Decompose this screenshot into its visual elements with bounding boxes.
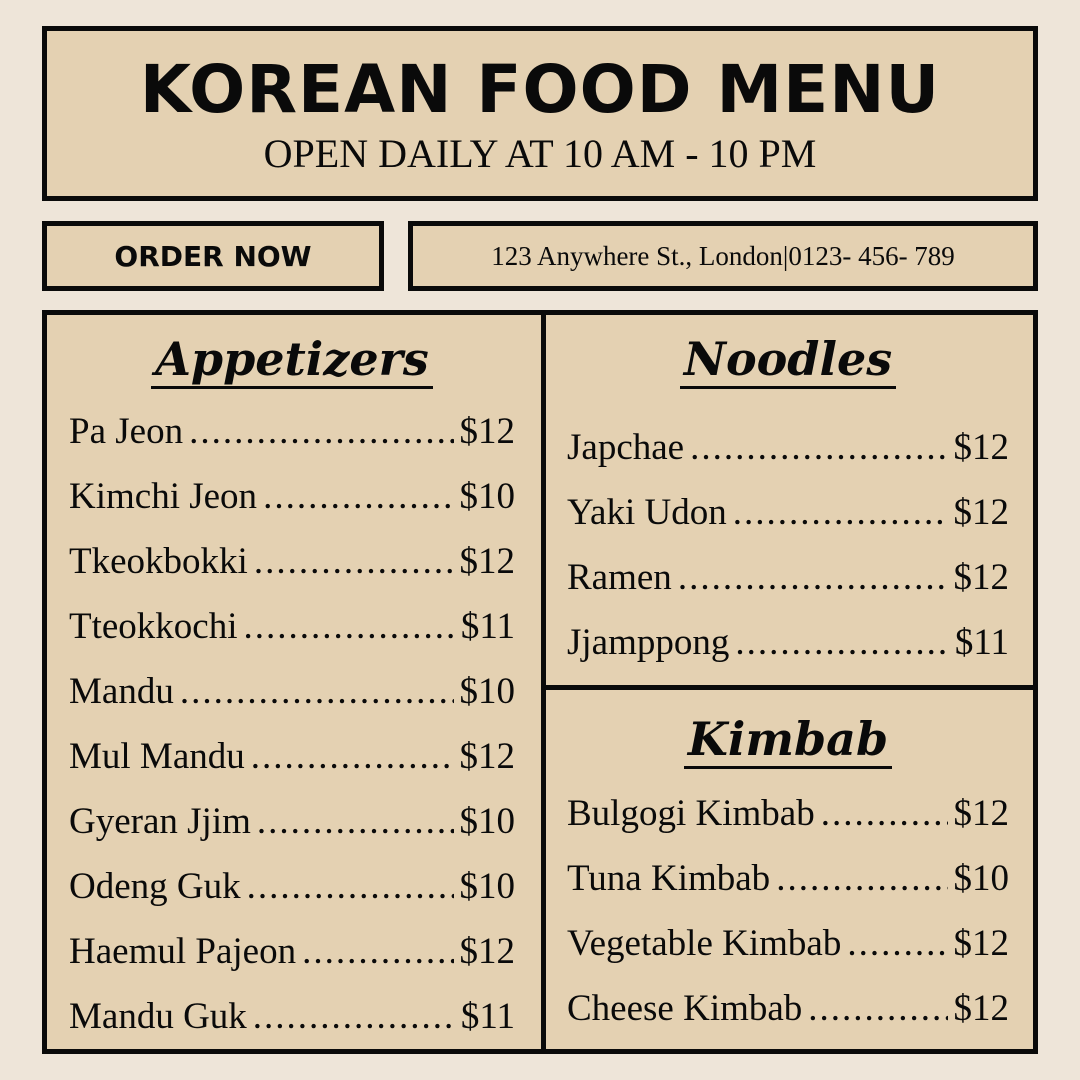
menu-item: Mandu $10 [69, 659, 515, 724]
item-name: Mul Mandu [69, 736, 245, 777]
dot-leader [847, 911, 947, 976]
item-price: $10 [953, 858, 1010, 899]
menu-item: Tteokkochi $11 [69, 594, 515, 659]
item-price: $12 [459, 411, 516, 452]
item-price: $12 [953, 492, 1010, 533]
item-name: Ramen [567, 557, 672, 598]
phone: 0123- 456- 789 [788, 240, 955, 271]
menu-item: Mandu Guk $11 [69, 984, 515, 1049]
dot-leader [776, 846, 947, 911]
item-price: $12 [953, 427, 1010, 468]
menu-body: Appetizers Pa Jeon $12 Kimchi Jeon $10 Tkeok… [42, 310, 1038, 1054]
section-noodles: Noodles Japchae $12 Yaki Udon $12 Ramen $12 Jj… [567, 327, 1009, 675]
menu-item: Kimchi Jeon $10 [69, 464, 515, 529]
dot-leader [251, 724, 454, 789]
section-title: Noodles [567, 327, 1009, 391]
menu-item: Ramen $12 [567, 545, 1009, 610]
item-price: $12 [953, 557, 1010, 598]
dot-leader [733, 480, 948, 545]
dot-leader [690, 415, 947, 480]
menu-item: Tkeokbokki $12 [69, 529, 515, 594]
item-name: Odeng Guk [69, 866, 241, 907]
menu-item: Gyeran Jjim $10 [69, 789, 515, 854]
dot-leader [735, 610, 948, 675]
menu-item: Tuna Kimbab $10 [567, 846, 1009, 911]
item-name: Bulgogi Kimbab [567, 793, 815, 834]
item-name: Kimchi Jeon [69, 476, 258, 517]
item-name: Pa Jeon [69, 411, 184, 452]
order-now-button[interactable]: ORDER NOW [42, 221, 384, 291]
dot-leader [302, 919, 453, 984]
menu-item: Odeng Guk $10 [69, 854, 515, 919]
item-name: Cheese Kimbab [567, 988, 803, 1029]
section-appetizers: Appetizers Pa Jeon $12 Kimchi Jeon $10 Tkeok… [69, 327, 515, 1049]
item-name: Yaki Udon [567, 492, 727, 533]
dot-leader [263, 464, 453, 529]
item-price: $12 [459, 736, 516, 777]
item-price: $10 [459, 671, 516, 712]
menu-item: Mul Mandu $12 [69, 724, 515, 789]
section-divider [546, 685, 1038, 690]
section-title: Kimbab [567, 707, 1009, 771]
item-name: Gyeran Jjim [69, 801, 251, 842]
item-price: $12 [953, 923, 1010, 964]
item-name: Haemul Pajeon [69, 931, 297, 972]
item-name: Tuna Kimbab [567, 858, 771, 899]
menu-item: Jjamppong $11 [567, 610, 1009, 675]
menu-item: Vegetable Kimbab $12 [567, 911, 1009, 976]
contact-info: 123 Anywhere St., London | 0123- 456- 78… [408, 221, 1038, 291]
dot-leader [678, 545, 948, 610]
section-title: Appetizers [69, 327, 515, 391]
menu-title: KOREAN FOOD MENU [139, 51, 941, 128]
menu-item: Japchae $12 [567, 415, 1009, 480]
item-name: Vegetable Kimbab [567, 923, 842, 964]
menu-item: Yaki Udon $12 [567, 480, 1009, 545]
item-price: $10 [459, 476, 516, 517]
dot-leader [257, 789, 454, 854]
dot-leader [254, 529, 454, 594]
item-price: $12 [953, 793, 1010, 834]
address: 123 Anywhere St., London [491, 240, 783, 271]
dot-leader [808, 976, 947, 1041]
opening-hours: OPEN DAILY AT 10 AM - 10 PM [263, 131, 817, 176]
item-name: Tteokkochi [69, 606, 238, 647]
dot-leader [244, 594, 455, 659]
item-name: Tkeokbokki [69, 541, 248, 582]
separator: | [782, 240, 789, 271]
section-kimbab: Kimbab Bulgogi Kimbab $12 Tuna Kimbab $10 Ve… [567, 707, 1009, 1041]
menu-item: Haemul Pajeon $12 [69, 919, 515, 984]
item-price: $11 [954, 622, 1009, 663]
menu-item: Bulgogi Kimbab $12 [567, 781, 1009, 846]
item-price: $12 [459, 541, 516, 582]
menu-item: Pa Jeon $12 [69, 399, 515, 464]
item-name: Mandu Guk [69, 996, 247, 1037]
item-name: Mandu [69, 671, 174, 712]
column-divider [541, 315, 546, 1049]
item-name: Jjamppong [567, 622, 730, 663]
dot-leader [253, 984, 455, 1049]
item-price: $12 [459, 931, 516, 972]
item-price: $10 [459, 801, 516, 842]
item-name: Japchae [567, 427, 685, 468]
dot-leader [180, 659, 454, 724]
menu-header: KOREAN FOOD MENU OPEN DAILY AT 10 AM - 1… [42, 26, 1038, 201]
dot-leader [247, 854, 454, 919]
item-price: $12 [953, 988, 1010, 1029]
menu-item: Cheese Kimbab $12 [567, 976, 1009, 1041]
item-price: $10 [459, 866, 516, 907]
item-price: $11 [460, 606, 515, 647]
item-price: $11 [460, 996, 515, 1037]
dot-leader [189, 399, 453, 464]
dot-leader [821, 781, 948, 846]
